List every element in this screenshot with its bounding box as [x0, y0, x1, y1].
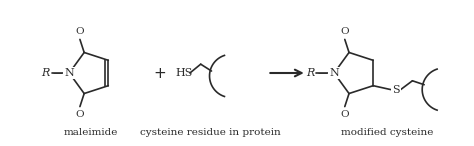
- Text: O: O: [340, 110, 349, 119]
- Text: S: S: [392, 85, 400, 95]
- Text: R: R: [41, 68, 50, 78]
- Text: O: O: [340, 27, 349, 36]
- Text: N: N: [329, 68, 339, 78]
- Text: O: O: [76, 110, 84, 119]
- Text: O: O: [76, 27, 84, 36]
- Text: —: —: [318, 68, 327, 78]
- Text: R: R: [306, 68, 314, 78]
- Text: N: N: [64, 68, 74, 78]
- Text: cysteine residue in protein: cysteine residue in protein: [140, 128, 281, 137]
- Text: —: —: [53, 68, 62, 78]
- Text: +: +: [153, 66, 166, 80]
- Text: HS: HS: [175, 68, 192, 78]
- Text: maleimide: maleimide: [64, 128, 118, 137]
- Text: modified cysteine: modified cysteine: [341, 128, 433, 137]
